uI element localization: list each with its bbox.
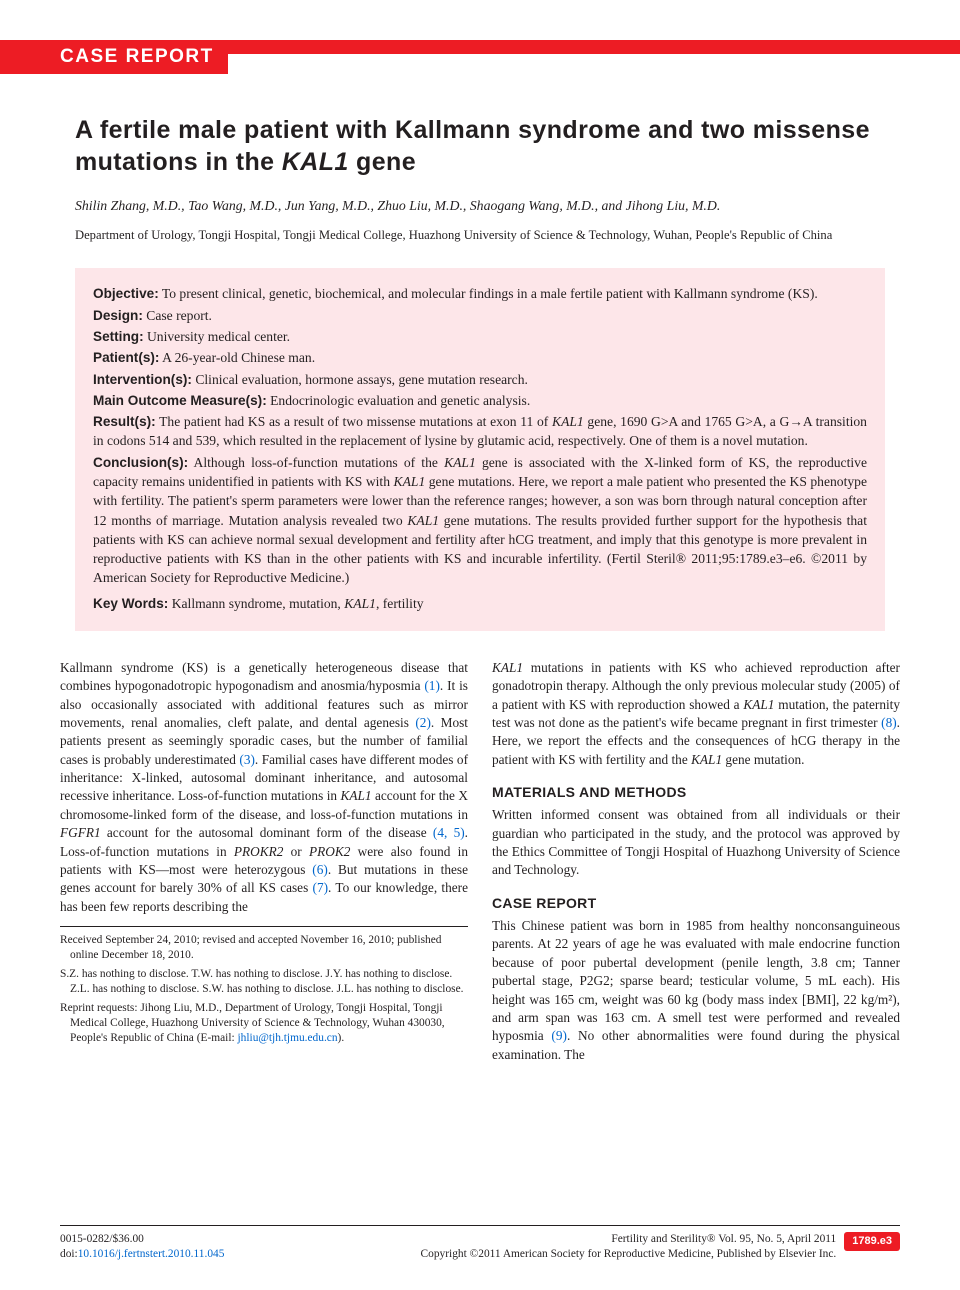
setting-label: Setting: [93, 329, 144, 344]
abstract-setting: Setting: University medical center. [93, 327, 867, 346]
mom-text: Endocrinologic evaluation and genetic an… [267, 393, 531, 408]
footer-price: 0015-0282/$36.00 [60, 1232, 224, 1247]
footnote-reprint: Reprint requests: Jihong Liu, M.D., Depa… [60, 1001, 468, 1046]
section-label: CASE REPORT [0, 40, 228, 74]
results-label: Result(s): [93, 414, 156, 429]
abstract-keywords: Key Words: Kallmann syndrome, mutation, … [93, 594, 867, 613]
objective-text: To present clinical, genetic, biochemica… [159, 286, 818, 301]
ref-3[interactable]: (3) [239, 752, 255, 767]
intro-continued: KAL1 mutations in patients with KS who a… [492, 659, 900, 769]
keywords-text: Kallmann syndrome, mutation, KAL1, ferti… [168, 596, 423, 611]
keywords-label: Key Words: [93, 596, 168, 611]
body-columns: Kallmann syndrome (KS) is a genetically … [60, 659, 900, 1064]
patients-label: Patient(s): [93, 350, 159, 365]
abstract-interventions: Intervention(s): Clinical evaluation, ho… [93, 370, 867, 389]
abstract-patients: Patient(s): A 26-year-old Chinese man. [93, 348, 867, 367]
title-block: A fertile male patient with Kallmann syn… [60, 114, 900, 631]
conclusions-label: Conclusion(s): [93, 455, 188, 470]
ref-7[interactable]: (7) [313, 880, 329, 895]
ref-1[interactable]: (1) [424, 678, 440, 693]
materials-methods-heading: MATERIALS AND METHODS [492, 783, 900, 802]
interventions-text: Clinical evaluation, hormone assays, gen… [192, 372, 528, 387]
materials-methods-text: Written informed consent was obtained fr… [492, 806, 900, 879]
page-number-badge: 1789.e3 [844, 1232, 900, 1250]
design-text: Case report. [143, 308, 212, 323]
doi-link[interactable]: 10.1016/j.fertnstert.2010.11.045 [78, 1248, 225, 1260]
patients-text: A 26-year-old Chinese man. [159, 350, 315, 365]
intro-paragraph: Kallmann syndrome (KS) is a genetically … [60, 659, 468, 916]
case-report-text: This Chinese patient was born in 1985 fr… [492, 917, 900, 1064]
ref-4-5[interactable]: (4, 5) [433, 825, 465, 840]
column-left: Kallmann syndrome (KS) is a genetically … [60, 659, 468, 1064]
results-text: The patient had KS as a result of two mi… [93, 414, 867, 448]
authors: Shilin Zhang, M.D., Tao Wang, M.D., Jun … [75, 196, 885, 215]
ref-6[interactable]: (6) [312, 862, 328, 877]
footnote-received: Received September 24, 2010; revised and… [60, 933, 468, 963]
header-stripe [228, 40, 960, 54]
abstract-box: Objective: To present clinical, genetic,… [75, 268, 885, 631]
mom-label: Main Outcome Measure(s): [93, 393, 267, 408]
article-title: A fertile male patient with Kallmann syn… [75, 114, 885, 178]
reprint-text-b: ). [338, 1032, 345, 1044]
cr-text-a: This Chinese patient was born in 1985 fr… [492, 918, 900, 1043]
interventions-label: Intervention(s): [93, 372, 192, 387]
abstract-design: Design: Case report. [93, 306, 867, 325]
abstract-mom: Main Outcome Measure(s): Endocrinologic … [93, 391, 867, 410]
page-footer: 0015-0282/$36.00 doi:10.1016/j.fertnster… [60, 1225, 900, 1262]
footer-journal-line1: Fertility and Sterility® Vol. 95, No. 5,… [421, 1232, 837, 1247]
intro-text-a: Kallmann syndrome (KS) is a genetically … [60, 660, 468, 693]
col2-text-a: mutations in patients with KS who achiev… [492, 660, 900, 730]
ref-2[interactable]: (2) [415, 715, 431, 730]
footer-doi: doi:10.1016/j.fertnstert.2010.11.045 [60, 1247, 224, 1262]
reprint-email-link[interactable]: jhliu@tjh.tjmu.edu.cn [238, 1032, 338, 1044]
column-right: KAL1 mutations in patients with KS who a… [492, 659, 900, 1064]
abstract-objective: Objective: To present clinical, genetic,… [93, 284, 867, 303]
footer-right: Fertility and Sterility® Vol. 95, No. 5,… [421, 1232, 900, 1262]
ref-8[interactable]: (8) [881, 715, 897, 730]
ref-9[interactable]: (9) [551, 1028, 567, 1043]
footer-copyright: Copyright ©2011 American Society for Rep… [421, 1247, 837, 1262]
design-label: Design: [93, 308, 143, 323]
header-bar: CASE REPORT [0, 40, 960, 74]
footnotes: Received September 24, 2010; revised and… [60, 926, 468, 1046]
doi-prefix: doi: [60, 1248, 78, 1260]
conclusions-text: Although loss-of-function mutations of t… [93, 455, 867, 586]
footer-left: 0015-0282/$36.00 doi:10.1016/j.fertnster… [60, 1232, 224, 1262]
footnote-disclosure: S.Z. has nothing to disclose. T.W. has n… [60, 967, 468, 997]
abstract-results: Result(s): The patient had KS as a resul… [93, 412, 867, 451]
setting-text: University medical center. [144, 329, 290, 344]
case-report-heading: CASE REPORT [492, 894, 900, 913]
abstract-conclusions: Conclusion(s): Although loss-of-function… [93, 453, 867, 588]
footer-journal-info: Fertility and Sterility® Vol. 95, No. 5,… [421, 1232, 837, 1262]
objective-label: Objective: [93, 286, 159, 301]
affiliation: Department of Urology, Tongji Hospital, … [75, 227, 885, 244]
